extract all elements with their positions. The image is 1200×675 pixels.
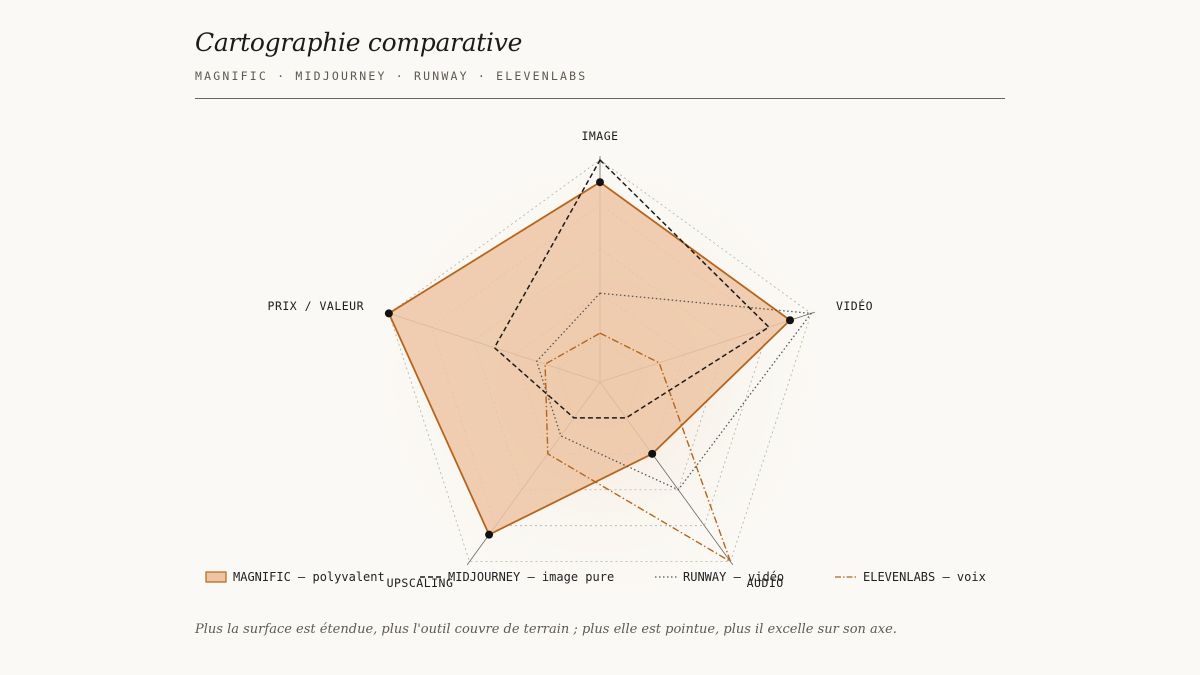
marker-magnific-4 [384,309,393,318]
series-shape-magnific [387,181,792,536]
series-shape-elevenlabs [544,332,732,564]
legend-swatch-elevenlabs [835,576,857,578]
series-shape-midjourney [493,158,771,419]
radar-series [384,158,813,564]
legend-swatch-magnific [205,571,227,583]
chart-footnote: Plus la surface est étendue, plus l'outi… [195,622,897,637]
radar-axis-labels: IMAGE VIDÉO AUDIO UPSCALING PRIX / VALEUR [268,129,873,590]
legend-label-runway: RUNWAY — vidéo [683,570,785,584]
axis-label-0: IMAGE [581,129,618,143]
legend-swatch-midjourney [420,576,442,578]
axis-label-3: UPSCALING [387,576,454,590]
marker-magnific-2 [648,449,657,458]
header-divider [195,98,1005,99]
chart-title: Cartographie comparative [195,28,523,57]
legend-item-magnific: MAGNIFIC — polyvalent [205,570,385,584]
legend-swatch-runway [655,576,677,578]
legend: MAGNIFIC — polyvalent MIDJOURNEY — image… [205,570,1005,588]
axis-label-1: VIDÉO [836,298,873,313]
marker-magnific-1 [786,316,795,325]
axis-label-4: PRIX / VALEUR [268,299,365,313]
grid-ring-4 [430,203,770,527]
legend-label-elevenlabs: ELEVENLABS — voix [863,570,986,584]
legend-label-midjourney: MIDJOURNEY — image pure [448,570,615,584]
legend-item-elevenlabs: ELEVENLABS — voix [835,570,986,584]
axis-label-2: AUDIO [747,576,784,590]
legend-label-magnific: MAGNIFIC — polyvalent [233,570,385,584]
marker-magnific-3 [485,530,494,539]
chart-subtitle: MAGNIFIC · MIDJOURNEY · RUNWAY · ELEVENL… [195,69,588,83]
legend-item-runway: RUNWAY — vidéo [655,570,784,584]
series-shape-runway [535,292,813,491]
marker-magnific-0 [596,178,604,187]
legend-item-midjourney: MIDJOURNEY — image pure [420,570,614,584]
